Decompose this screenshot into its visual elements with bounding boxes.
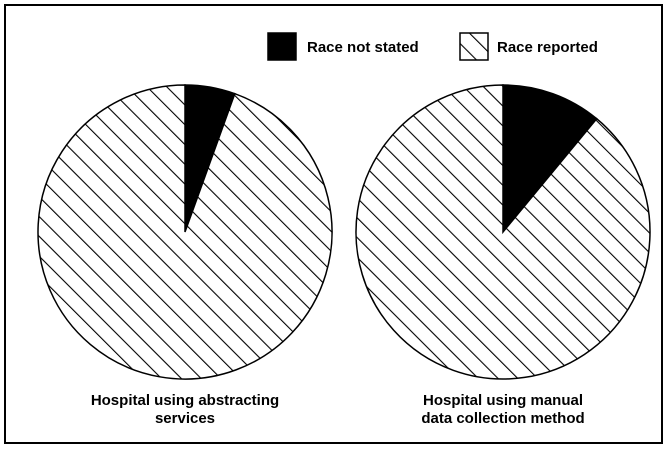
pie-slice (355, 84, 651, 380)
pie-slice (37, 84, 333, 380)
legend-label: Race not stated (307, 39, 419, 56)
frame (4, 4, 663, 444)
pie-caption: data collection method (421, 410, 584, 427)
pie-caption: services (155, 410, 215, 427)
legend-swatch (267, 32, 297, 61)
legend-swatch (459, 32, 489, 61)
legend-label: Race reported (497, 39, 598, 56)
pie-caption: Hospital using manual (423, 392, 583, 409)
pie-caption: Hospital using abstracting (91, 392, 279, 409)
pie-slice (502, 84, 598, 235)
